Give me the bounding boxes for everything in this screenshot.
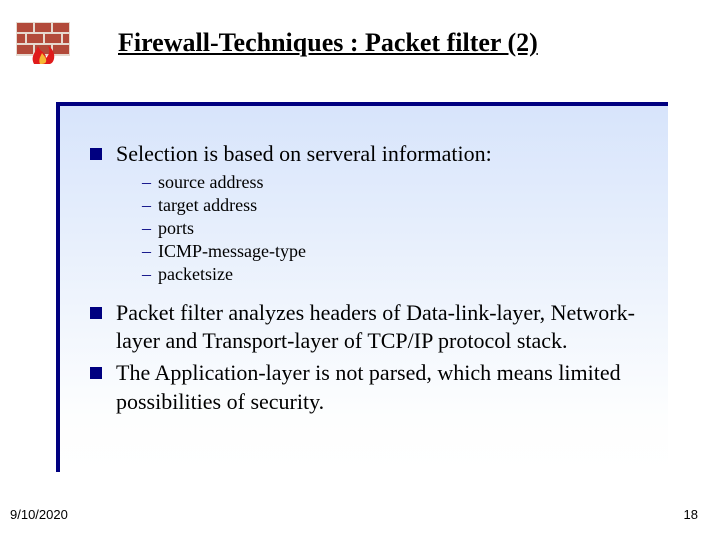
sub-item-text: ports bbox=[158, 218, 194, 239]
dash-bullet-icon: – bbox=[142, 218, 158, 239]
dash-bullet-icon: – bbox=[142, 241, 158, 262]
bullet-text: The Application-layer is not parsed, whi… bbox=[116, 359, 638, 415]
dash-bullet-icon: – bbox=[142, 195, 158, 216]
sub-item: – packetsize bbox=[142, 264, 638, 285]
content-panel: Selection is based on serveral informati… bbox=[56, 102, 668, 472]
sub-item: – target address bbox=[142, 195, 638, 216]
bullet-item: Packet filter analyzes headers of Data-l… bbox=[90, 299, 638, 355]
bullet-item: The Application-layer is not parsed, whi… bbox=[90, 359, 638, 415]
footer-date: 9/10/2020 bbox=[10, 507, 68, 522]
bullet-item: Selection is based on serveral informati… bbox=[90, 140, 638, 168]
sub-item: – ICMP-message-type bbox=[142, 241, 638, 262]
footer-page-number: 18 bbox=[684, 507, 698, 522]
sub-item: – ports bbox=[142, 218, 638, 239]
page-title: Firewall-Techniques : Packet filter (2) bbox=[118, 28, 538, 58]
square-bullet-icon bbox=[90, 307, 102, 319]
sub-item-text: target address bbox=[158, 195, 257, 216]
square-bullet-icon bbox=[90, 148, 102, 160]
bullet-text: Selection is based on serveral informati… bbox=[116, 140, 492, 168]
sub-list: – source address – target address – port… bbox=[142, 172, 638, 285]
bullet-text: Packet filter analyzes headers of Data-l… bbox=[116, 299, 638, 355]
dash-bullet-icon: – bbox=[142, 172, 158, 193]
sub-item-text: source address bbox=[158, 172, 263, 193]
slide: Firewall-Techniques : Packet filter (2) … bbox=[0, 0, 720, 540]
firewall-brick-icon bbox=[16, 22, 70, 71]
square-bullet-icon bbox=[90, 367, 102, 379]
dash-bullet-icon: – bbox=[142, 264, 158, 285]
content-inner: Selection is based on serveral informati… bbox=[60, 106, 668, 440]
sub-item-text: ICMP-message-type bbox=[158, 241, 306, 262]
sub-item: – source address bbox=[142, 172, 638, 193]
sub-item-text: packetsize bbox=[158, 264, 233, 285]
